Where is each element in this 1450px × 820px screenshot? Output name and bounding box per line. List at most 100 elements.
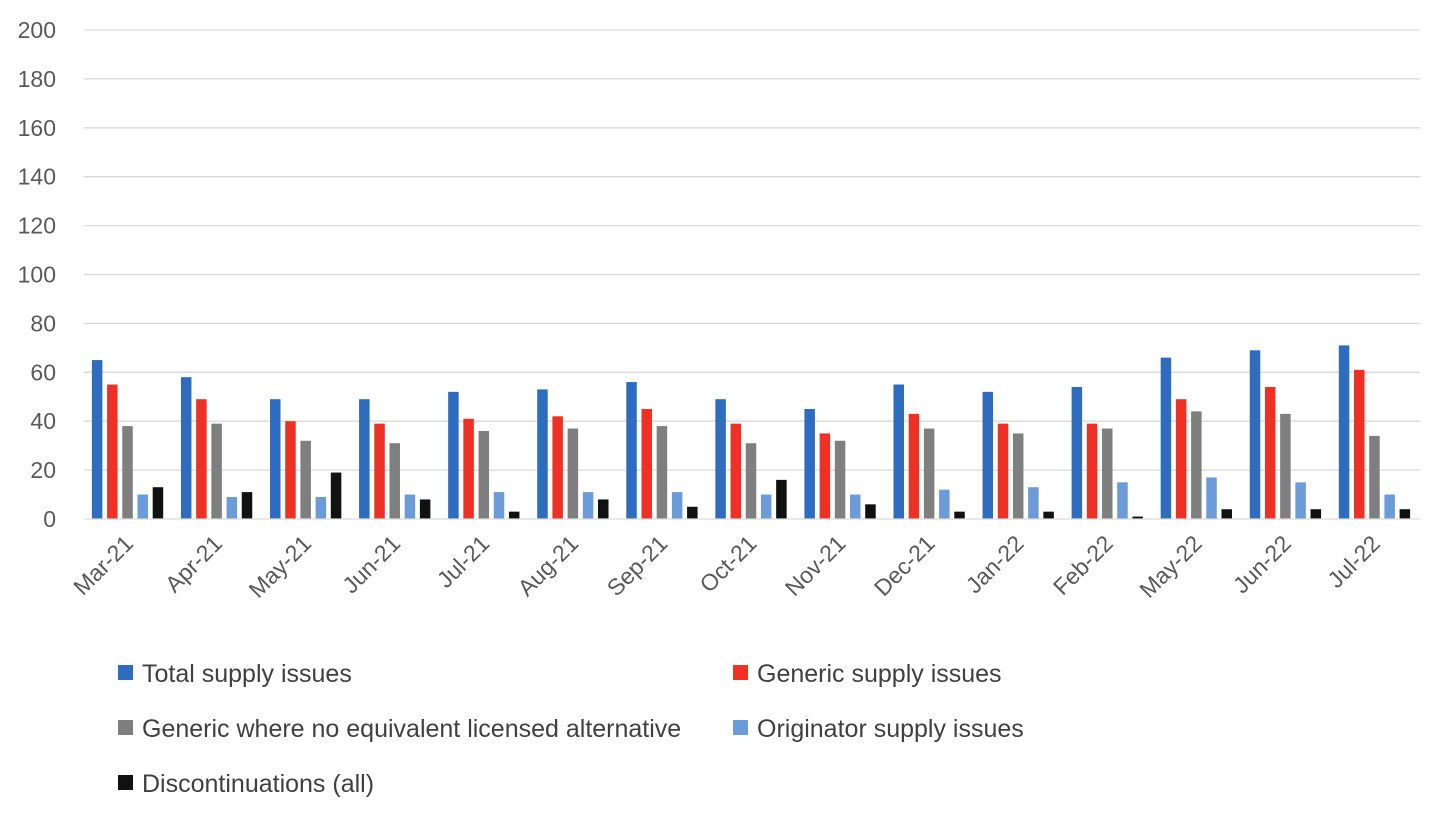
bar-generic-supply-issues-sep-21 [641,408,652,519]
bar-total-supply-issues-may-22 [1160,357,1172,519]
bar-generic-where-no-equivalent-licensed-alternative-jun-22 [1280,413,1291,519]
bar-discontinuations-all-feb-22 [1132,516,1143,519]
legend-label: Generic supply issues [757,660,1002,688]
y-tick-label: 180 [18,66,56,92]
bar-originator-supply-issues-may-22 [1206,477,1217,519]
bars [91,345,1411,519]
bar-generic-where-no-equivalent-licensed-alternative-may-22 [1191,411,1202,519]
bar-generic-supply-issues-jun-21 [374,423,385,519]
bar-generic-where-no-equivalent-licensed-alternative-jun-21 [389,443,400,519]
bar-total-supply-issues-mar-21 [91,360,103,519]
y-tick-label: 20 [30,457,56,483]
bar-generic-supply-issues-jun-22 [1264,386,1276,519]
y-axis-tick-labels: 0 20 40 60 80 100 120 140 160 180 200 [18,17,56,532]
x-tick-label: Feb-22 [1048,530,1118,600]
bar-generic-where-no-equivalent-licensed-alternative-dec-21 [923,428,935,519]
x-tick-label: Nov-21 [780,530,851,601]
legend: Total supply issues Generic supply issues… [118,660,1024,798]
bar-generic-where-no-equivalent-licensed-alternative-feb-22 [1102,428,1113,519]
bar-originator-supply-issues-apr-21 [226,496,238,519]
x-tick-label: Jul-22 [1322,530,1385,593]
y-tick-label: 80 [30,310,56,336]
legend-swatch [118,665,133,680]
bar-originator-supply-issues-oct-21 [760,494,772,519]
bar-generic-where-no-equivalent-licensed-alternative-apr-21 [211,423,222,519]
bar-originator-supply-issues-jan-22 [1028,487,1039,519]
y-tick-label: 0 [43,506,56,532]
x-axis-tick-labels: Mar-21 Apr-21 May-21 Jun-21 Jul-21 Aug-21 Sep-… [68,530,1385,603]
bar-total-supply-issues-apr-21 [180,377,192,519]
bar-originator-supply-issues-feb-22 [1117,482,1128,519]
bar-generic-supply-issues-oct-21 [730,423,742,519]
gridlines [84,29,1420,471]
bar-generic-supply-issues-aug-21 [552,416,563,519]
bar-generic-supply-issues-may-22 [1175,399,1187,519]
legend-swatch [118,775,133,790]
bar-discontinuations-all-sep-21 [687,506,698,519]
bar-generic-supply-issues-apr-21 [196,399,207,519]
bar-total-supply-issues-jan-22 [982,391,994,519]
bar-total-supply-issues-jun-21 [359,399,370,519]
bar-total-supply-issues-jul-21 [448,391,459,519]
bar-generic-where-no-equivalent-licensed-alternative-jul-22 [1369,435,1380,519]
x-tick-label: May-22 [1134,530,1207,603]
bar-generic-where-no-equivalent-licensed-alternative-nov-21 [834,440,846,519]
bar-discontinuations-all-aug-21 [598,499,609,519]
bar-generic-supply-issues-mar-21 [107,384,118,519]
x-tick-label: Jun-22 [1228,530,1296,598]
bar-discontinuations-all-dec-21 [954,511,965,519]
bar-generic-supply-issues-feb-22 [1086,423,1098,519]
bar-generic-supply-issues-jul-21 [463,418,474,519]
bar-total-supply-issues-nov-21 [804,408,815,519]
y-tick-label: 200 [18,17,56,43]
bar-generic-where-no-equivalent-licensed-alternative-may-21 [300,440,311,519]
legend-swatch [118,720,133,735]
x-tick-label: Jun-21 [337,530,405,598]
x-tick-label: Jul-21 [432,530,495,593]
bar-discontinuations-all-jun-22 [1310,509,1322,519]
legend-swatch [733,720,748,735]
bar-originator-supply-issues-jun-22 [1295,482,1306,519]
x-tick-label: Oct-21 [694,530,761,597]
x-tick-label: Dec-21 [869,530,940,601]
bar-discontinuations-all-mar-21 [152,487,164,519]
bar-discontinuations-all-jul-22 [1399,509,1411,519]
bar-discontinuations-all-jun-21 [419,499,431,519]
bar-discontinuations-all-jul-21 [508,511,520,519]
bar-discontinuations-all-apr-21 [241,492,253,519]
bar-discontinuations-all-jan-22 [1043,511,1054,519]
y-tick-label: 140 [18,164,56,190]
bar-discontinuations-all-oct-21 [776,479,787,519]
bar-total-supply-issues-aug-21 [537,389,548,519]
bar-originator-supply-issues-jul-21 [493,492,505,519]
y-tick-label: 120 [18,213,56,239]
bar-generic-where-no-equivalent-licensed-alternative-sep-21 [656,426,668,519]
bar-discontinuations-all-may-21 [330,472,342,519]
x-tick-label: Jan-22 [961,530,1029,598]
y-tick-label: 60 [30,359,56,385]
y-tick-label: 160 [18,115,56,141]
bar-generic-where-no-equivalent-licensed-alternative-jul-21 [478,430,490,519]
bar-originator-supply-issues-sep-21 [671,492,683,519]
bar-generic-supply-issues-jul-22 [1354,369,1365,519]
bar-originator-supply-issues-nov-21 [850,494,861,519]
bar-generic-supply-issues-dec-21 [908,413,920,519]
legend-label: Generic where no equivalent licensed alt… [142,715,681,743]
legend-swatch [733,665,748,680]
bar-total-supply-issues-may-21 [270,399,281,519]
bar-total-supply-issues-feb-22 [1071,386,1083,519]
bar-originator-supply-issues-jun-21 [404,494,416,519]
bar-generic-where-no-equivalent-licensed-alternative-jan-22 [1012,433,1024,519]
bar-originator-supply-issues-jul-22 [1384,494,1395,519]
bar-discontinuations-all-nov-21 [865,504,876,519]
bar-discontinuations-all-may-22 [1221,509,1232,519]
bar-total-supply-issues-dec-21 [893,384,904,519]
bar-originator-supply-issues-aug-21 [582,492,594,519]
x-tick-label: Sep-21 [602,530,673,601]
bar-total-supply-issues-oct-21 [715,399,726,519]
legend-label: Total supply issues [142,660,352,688]
bar-total-supply-issues-jul-22 [1338,345,1350,519]
x-tick-label: Aug-21 [513,530,584,601]
bar-total-supply-issues-jun-22 [1249,350,1261,519]
